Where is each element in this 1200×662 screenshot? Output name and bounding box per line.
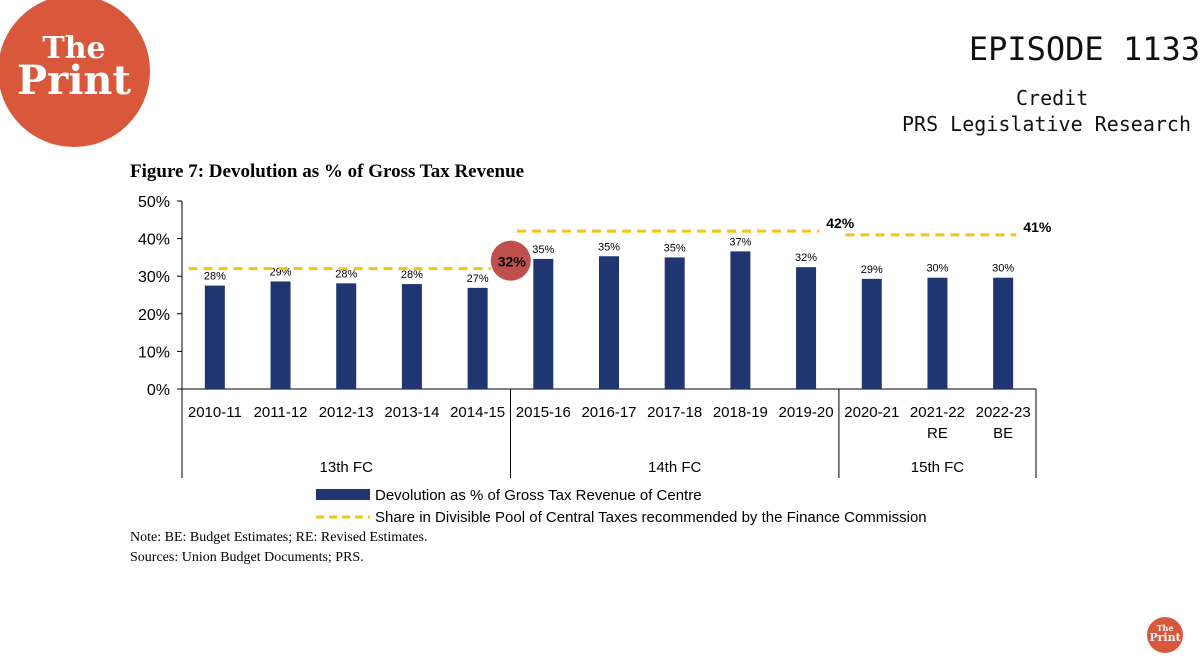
x-tick-label: BE xyxy=(993,425,1013,442)
group-label: 15th FC xyxy=(911,459,965,476)
bar xyxy=(533,258,554,389)
bar xyxy=(401,284,422,389)
bar xyxy=(204,285,225,389)
x-tick-label: 2015-16 xyxy=(516,404,571,421)
bar-data-label: 30% xyxy=(992,263,1014,275)
bar xyxy=(927,277,948,389)
figure-title: Figure 7: Devolution as % of Gross Tax R… xyxy=(130,161,525,182)
bar-data-label: 28% xyxy=(204,271,226,283)
bar xyxy=(993,277,1014,389)
bar xyxy=(664,257,685,389)
y-tick-label: 50% xyxy=(138,194,170,211)
x-tick-label: 2021-22 xyxy=(910,404,965,421)
logo-line2: Print xyxy=(17,57,131,104)
y-tick-label: 40% xyxy=(138,232,170,249)
bar xyxy=(467,287,488,389)
bar-data-label: 30% xyxy=(926,263,948,275)
bar xyxy=(599,256,619,389)
chart-note: Note: BE: Budget Estimates; RE: Revised … xyxy=(130,530,428,545)
theprint-logo: The Print xyxy=(0,0,150,147)
x-tick-label: 2018-19 xyxy=(713,404,768,421)
credit-source: PRS Legislative Research xyxy=(902,112,1191,136)
bar xyxy=(270,281,291,389)
episode-number: EPISODE 1133 xyxy=(968,30,1200,68)
share-highlight-circle xyxy=(490,240,531,281)
bar xyxy=(861,278,882,389)
share-label: 41% xyxy=(1023,219,1052,235)
legend-dash-label: Share in Divisible Pool of Central Taxes… xyxy=(375,509,927,526)
legend-bar-swatch xyxy=(316,489,370,500)
credit-label: Credit xyxy=(1016,86,1089,110)
bar xyxy=(796,267,817,389)
bar-data-label: 35% xyxy=(532,244,554,256)
bar-data-label: 35% xyxy=(664,242,686,254)
bar-data-label: 27% xyxy=(467,273,489,285)
bar-data-label: 28% xyxy=(335,268,357,280)
share-label: 32% xyxy=(498,254,527,270)
bar xyxy=(336,283,357,389)
chart-sources: Sources: Union Budget Documents; PRS. xyxy=(130,550,364,565)
x-tick-label: 2022-23 xyxy=(976,404,1031,421)
x-tick-label: 2010-11 xyxy=(188,404,242,421)
theprint-watermark-logo: The Print xyxy=(1147,617,1183,653)
logo-line1: The xyxy=(42,31,106,66)
bar-data-label: 35% xyxy=(598,241,620,253)
x-tick-label: 2020-21 xyxy=(844,404,899,421)
y-tick-label: 20% xyxy=(138,307,170,324)
x-tick-label: 2017-18 xyxy=(647,404,702,421)
bar-data-label: 28% xyxy=(401,269,423,281)
y-tick-label: 30% xyxy=(138,269,170,286)
x-tick-label: 2011-12 xyxy=(254,404,308,421)
share-label: 42% xyxy=(826,215,855,231)
legend-bar-label: Devolution as % of Gross Tax Revenue of … xyxy=(375,487,702,504)
y-tick-label: 10% xyxy=(138,344,170,361)
bar xyxy=(730,251,751,389)
watermark-line2: Print xyxy=(1149,631,1181,644)
x-tick-label: 2013-14 xyxy=(384,404,439,421)
group-label: 13th FC xyxy=(320,459,374,476)
x-tick-label: 2012-13 xyxy=(319,404,374,421)
group-label: 14th FC xyxy=(648,459,702,476)
x-tick-label: RE xyxy=(927,425,948,442)
x-tick-label: 2016-17 xyxy=(581,404,636,421)
x-tick-label: 2014-15 xyxy=(450,404,505,421)
bar-data-label: 29% xyxy=(861,264,883,276)
watermark-line1: The xyxy=(1156,623,1174,633)
bar-data-label: 37% xyxy=(729,236,751,248)
bar-data-label: 32% xyxy=(795,252,817,264)
x-tick-label: 2019-20 xyxy=(779,404,834,421)
y-tick-label: 0% xyxy=(147,382,170,399)
